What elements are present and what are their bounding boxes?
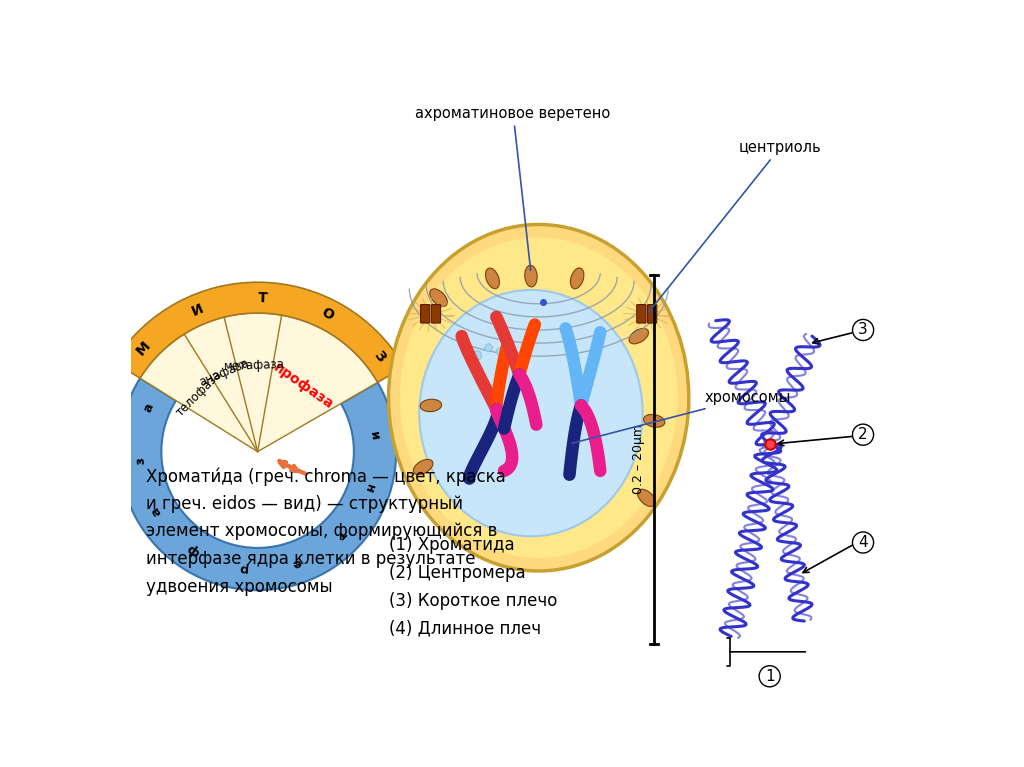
Ellipse shape xyxy=(420,400,441,412)
Ellipse shape xyxy=(629,328,648,344)
Text: Хромати́да (греч. chroma — цвет, краска: Хромати́да (греч. chroma — цвет, краска xyxy=(146,467,506,486)
Text: 2: 2 xyxy=(858,427,867,443)
Text: центриоль: центриоль xyxy=(648,140,821,312)
Wedge shape xyxy=(140,313,378,452)
Text: 0.2 – 20μm: 0.2 – 20μm xyxy=(632,424,645,494)
Text: а: а xyxy=(141,401,157,414)
Ellipse shape xyxy=(419,290,643,536)
Ellipse shape xyxy=(466,356,472,362)
Text: т: т xyxy=(334,527,348,542)
Text: 1: 1 xyxy=(765,669,774,683)
FancyBboxPatch shape xyxy=(431,304,440,323)
Text: е: е xyxy=(290,555,302,570)
Text: (2) Центромера: (2) Центромера xyxy=(388,564,525,582)
Text: телофаза: телофаза xyxy=(173,367,224,419)
Text: метафаза: метафаза xyxy=(224,358,286,374)
Ellipse shape xyxy=(472,351,481,360)
Text: хромосомы: хромосомы xyxy=(572,390,791,443)
Ellipse shape xyxy=(524,265,538,287)
Ellipse shape xyxy=(638,489,655,506)
Text: М: М xyxy=(133,339,153,358)
Text: ф: ф xyxy=(184,541,202,558)
Text: з: з xyxy=(134,456,147,464)
Ellipse shape xyxy=(430,289,447,306)
Ellipse shape xyxy=(485,268,500,288)
Ellipse shape xyxy=(643,414,665,427)
FancyBboxPatch shape xyxy=(647,304,656,323)
FancyBboxPatch shape xyxy=(637,304,646,323)
Ellipse shape xyxy=(414,459,433,475)
Ellipse shape xyxy=(388,225,689,571)
Ellipse shape xyxy=(399,238,678,558)
Text: З: З xyxy=(371,349,387,365)
Text: а: а xyxy=(148,504,164,518)
Text: р: р xyxy=(239,561,249,575)
Text: элемент хромосомы, формирующийся в: элемент хромосомы, формирующийся в xyxy=(146,522,498,541)
Text: (3) Короткое плечо: (3) Короткое плечо xyxy=(388,592,557,610)
Text: интерфазе ядра клетки в результате: интерфазе ядра клетки в результате xyxy=(146,550,475,568)
Ellipse shape xyxy=(570,268,584,289)
Text: профаза: профаза xyxy=(271,360,336,412)
Text: 3: 3 xyxy=(858,322,868,337)
Text: (4) Длинное плеч: (4) Длинное плеч xyxy=(388,620,541,637)
Text: О: О xyxy=(319,305,336,324)
Wedge shape xyxy=(114,282,404,382)
Text: 4: 4 xyxy=(858,535,867,550)
Text: анафаза: анафаза xyxy=(197,356,251,389)
Text: И: И xyxy=(189,301,206,318)
Text: удвоения хромосомы: удвоения хромосомы xyxy=(146,578,333,596)
Ellipse shape xyxy=(484,344,493,351)
Ellipse shape xyxy=(497,347,504,355)
Wedge shape xyxy=(119,378,396,591)
Text: и греч. eidos — вид) — структурный: и греч. eidos — вид) — структурный xyxy=(146,495,463,513)
Text: и: и xyxy=(367,430,381,440)
Text: н: н xyxy=(361,482,377,495)
FancyBboxPatch shape xyxy=(421,304,430,323)
Text: Т: Т xyxy=(258,291,268,305)
Text: (1) Хроматида: (1) Хроматида xyxy=(388,536,514,555)
Text: ахроматиновое веретено: ахроматиновое веретено xyxy=(416,106,610,270)
